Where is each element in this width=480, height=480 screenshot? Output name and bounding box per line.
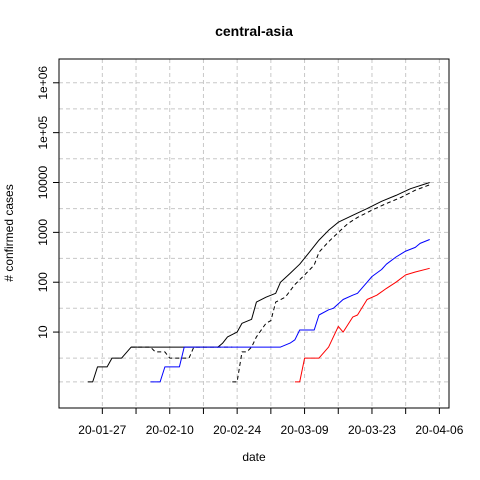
y-tick-label: 10000 <box>36 165 50 199</box>
series-line-3 <box>232 185 429 382</box>
x-tick-label: 20-02-10 <box>146 423 194 437</box>
plot-frame <box>59 59 449 408</box>
x-tick-label: 20-03-09 <box>281 423 329 437</box>
x-axis: 20-01-27 20-02-10 20-02-24 20-03-09 20-03-23… <box>78 408 463 437</box>
x-tick-label: 20-03-23 <box>348 423 396 437</box>
grid <box>59 59 449 408</box>
chart-title: central-asia <box>215 23 293 39</box>
y-tick-label: 10 <box>36 325 50 339</box>
x-tick-label: 20-02-24 <box>213 423 261 437</box>
y-tick-label: 1e+06 <box>36 66 50 100</box>
y-tick-label: 1e+05 <box>36 115 50 149</box>
y-tick-label: 1000 <box>36 219 50 246</box>
series-line-4 <box>151 240 430 382</box>
x-tick-label: 20-04-06 <box>415 423 463 437</box>
x-axis-label: date <box>242 450 266 464</box>
y-axis: 10 100 1000 10000 1e+05 1e+06 <box>36 66 59 339</box>
series-line-5 <box>295 268 430 382</box>
y-axis-label: # confirmed cases <box>2 184 16 281</box>
y-tick-label: 100 <box>36 272 50 292</box>
x-tick-label: 20-01-27 <box>78 423 126 437</box>
